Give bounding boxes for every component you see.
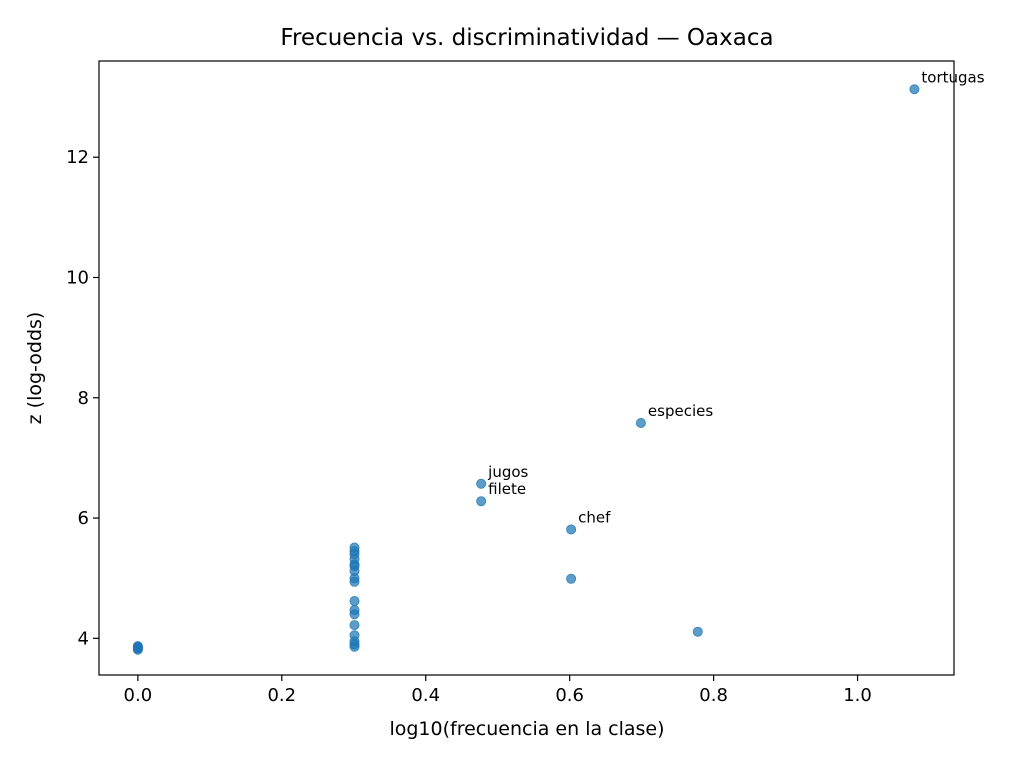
- x-tick-label: 1.0: [843, 685, 872, 706]
- point-annotation: especies: [648, 402, 713, 420]
- y-tick-label: 4: [78, 628, 89, 649]
- y-tick-label: 12: [66, 147, 89, 168]
- x-tick-label: 0.4: [411, 685, 440, 706]
- data-point: [476, 478, 487, 489]
- data-point: [909, 84, 920, 95]
- point-annotation: jugos: [487, 463, 528, 481]
- x-axis-ticks: 0.0 0.2 0.4 0.6 0.8 1.0: [124, 675, 872, 706]
- point-annotation: tortugas: [921, 68, 984, 86]
- data-point: [349, 630, 360, 641]
- data-point: [635, 418, 646, 429]
- y-tick-label: 8: [78, 388, 89, 409]
- y-tick-label: 6: [78, 508, 89, 529]
- data-point: [349, 620, 360, 631]
- x-tick-label: 0.0: [124, 685, 153, 706]
- data-point: [132, 641, 143, 652]
- point-annotation: filete: [488, 480, 526, 498]
- data-point: [349, 605, 360, 616]
- chart-title: Frecuencia vs. discriminatividad — Oaxac…: [280, 25, 773, 51]
- point-annotation: chef: [578, 508, 611, 526]
- y-axis-ticks: 4 6 8 10 12: [66, 147, 99, 649]
- data-point: [349, 542, 360, 553]
- data-point: [566, 573, 577, 584]
- x-tick-label: 0.8: [699, 685, 728, 706]
- y-tick-label: 10: [66, 267, 89, 288]
- y-axis-label: z (log-odds): [24, 312, 46, 425]
- x-tick-label: 0.2: [267, 685, 296, 706]
- plot-frame: [98, 60, 955, 676]
- x-axis-label: log10(frecuencia en la clase): [389, 718, 664, 740]
- data-point: [692, 626, 703, 637]
- data-point: [349, 596, 360, 607]
- data-point: [566, 524, 577, 535]
- x-tick-label: 0.6: [555, 685, 584, 706]
- points-layer: [132, 84, 920, 655]
- data-point: [476, 496, 487, 507]
